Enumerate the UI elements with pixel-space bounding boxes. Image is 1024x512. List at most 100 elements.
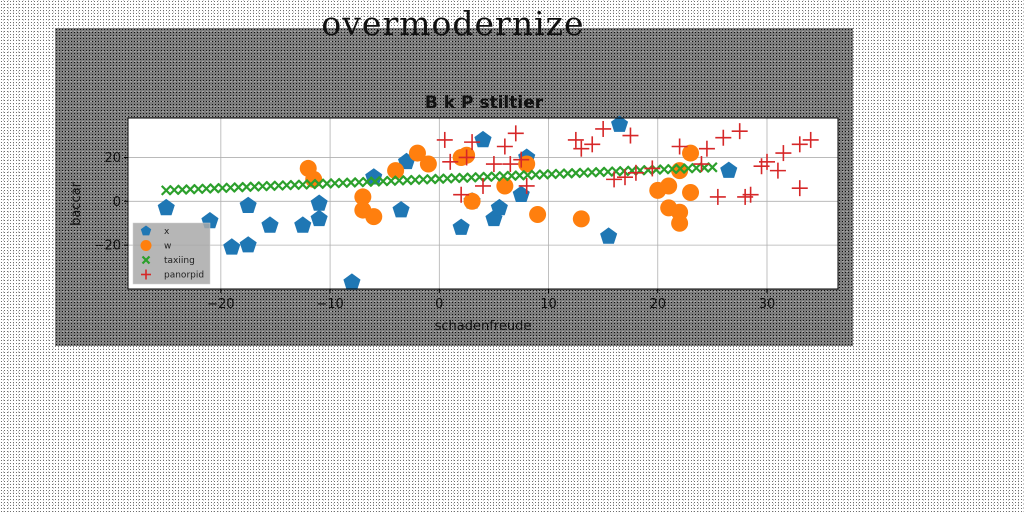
- data-point: [310, 194, 328, 211]
- data-point: [658, 164, 670, 175]
- data-point: [377, 175, 389, 187]
- data-point: [683, 163, 694, 174]
- data-point: [506, 170, 517, 182]
- data-point: [644, 160, 661, 177]
- axis-ticks: −20 −10 0 10 20 30 −20 0 20: [94, 151, 776, 312]
- data-point: [475, 177, 491, 194]
- data-point: [385, 175, 397, 187]
- data-point: [618, 165, 630, 177]
- data-point: [507, 125, 524, 142]
- legend-label: taxiing: [164, 256, 195, 266]
- data-point: [682, 144, 700, 162]
- data-point: [453, 186, 470, 203]
- data-point: [392, 201, 410, 218]
- data-point: [305, 178, 317, 190]
- data-point: [586, 167, 598, 178]
- data-point: [518, 177, 535, 194]
- data-point: [239, 236, 257, 253]
- data-point: [666, 163, 678, 175]
- data-point: [594, 166, 606, 178]
- data-point: [273, 180, 284, 191]
- data-point: [626, 165, 638, 176]
- data-point: [562, 168, 574, 179]
- data-point: [595, 120, 612, 137]
- data-point: [512, 185, 530, 202]
- chart-title: B k P stiltier: [425, 93, 544, 113]
- data-point: [463, 192, 481, 210]
- data-point: [393, 175, 405, 186]
- data-point: [177, 184, 188, 195]
- data-point: [345, 177, 357, 188]
- data-point: [419, 155, 437, 173]
- data-point: [409, 174, 421, 186]
- data-point: [343, 273, 361, 290]
- data-point: [570, 167, 582, 179]
- data-point: [485, 156, 502, 173]
- data-point: [671, 203, 689, 221]
- data-point: [514, 170, 525, 181]
- data-point: [627, 164, 644, 181]
- data-point: [529, 205, 547, 223]
- data-point: [546, 168, 558, 180]
- data-point: [502, 156, 519, 173]
- y-axis-label: baccar: [69, 181, 84, 225]
- data-point: [157, 198, 175, 216]
- data-point: [401, 174, 413, 186]
- data-point: [759, 153, 775, 170]
- data-point: [791, 180, 808, 197]
- data-point: [434, 173, 445, 185]
- data-point: [354, 188, 372, 206]
- data-point: [365, 208, 383, 226]
- data-point: [802, 131, 819, 148]
- data-point: [281, 179, 292, 191]
- data-point: [606, 171, 623, 188]
- data-point: [682, 184, 700, 202]
- data-point: [650, 164, 662, 175]
- data-point: [223, 238, 241, 255]
- data-point: [715, 129, 732, 146]
- data-point: [353, 176, 365, 188]
- data-point: [313, 178, 325, 190]
- data-point: [442, 153, 459, 170]
- data-point: [709, 188, 726, 205]
- legend-marker: [141, 269, 151, 280]
- x-tick-label: −20: [207, 297, 234, 312]
- data-point: [573, 140, 590, 157]
- x-tick-label: −10: [316, 297, 343, 312]
- data-point: [458, 172, 469, 184]
- data-point: [482, 171, 493, 183]
- data-point: [731, 123, 748, 140]
- data-point: [233, 182, 244, 193]
- data-point: [225, 182, 236, 193]
- x-tick-label: 20: [649, 297, 666, 312]
- data-point: [369, 176, 381, 187]
- legend-marker: [140, 225, 152, 236]
- data-point: [450, 172, 461, 184]
- data-point: [452, 218, 470, 235]
- data-point: [241, 181, 252, 193]
- data-point: [584, 136, 601, 153]
- legend-marker: [140, 240, 152, 251]
- data-point: [496, 138, 513, 155]
- data-point: [530, 169, 541, 181]
- data-point: [498, 170, 509, 182]
- data-point: [239, 196, 257, 213]
- data-point: [168, 184, 180, 196]
- data-point: [769, 162, 786, 179]
- data-point: [600, 227, 618, 244]
- x-tick-label: 10: [540, 297, 557, 312]
- data-point: [617, 169, 633, 186]
- data-point: [572, 210, 590, 228]
- data-point: [436, 131, 453, 148]
- series-panorpid: [436, 120, 819, 205]
- data-point: [464, 134, 481, 151]
- data-point: [791, 136, 808, 153]
- data-point: [538, 169, 549, 180]
- data-point: [408, 144, 426, 162]
- data-point: [622, 127, 639, 144]
- data-point: [201, 183, 212, 194]
- data-point: [698, 140, 715, 157]
- data-point: [289, 179, 301, 191]
- legend-label: w: [164, 242, 171, 252]
- data-point: [578, 167, 590, 179]
